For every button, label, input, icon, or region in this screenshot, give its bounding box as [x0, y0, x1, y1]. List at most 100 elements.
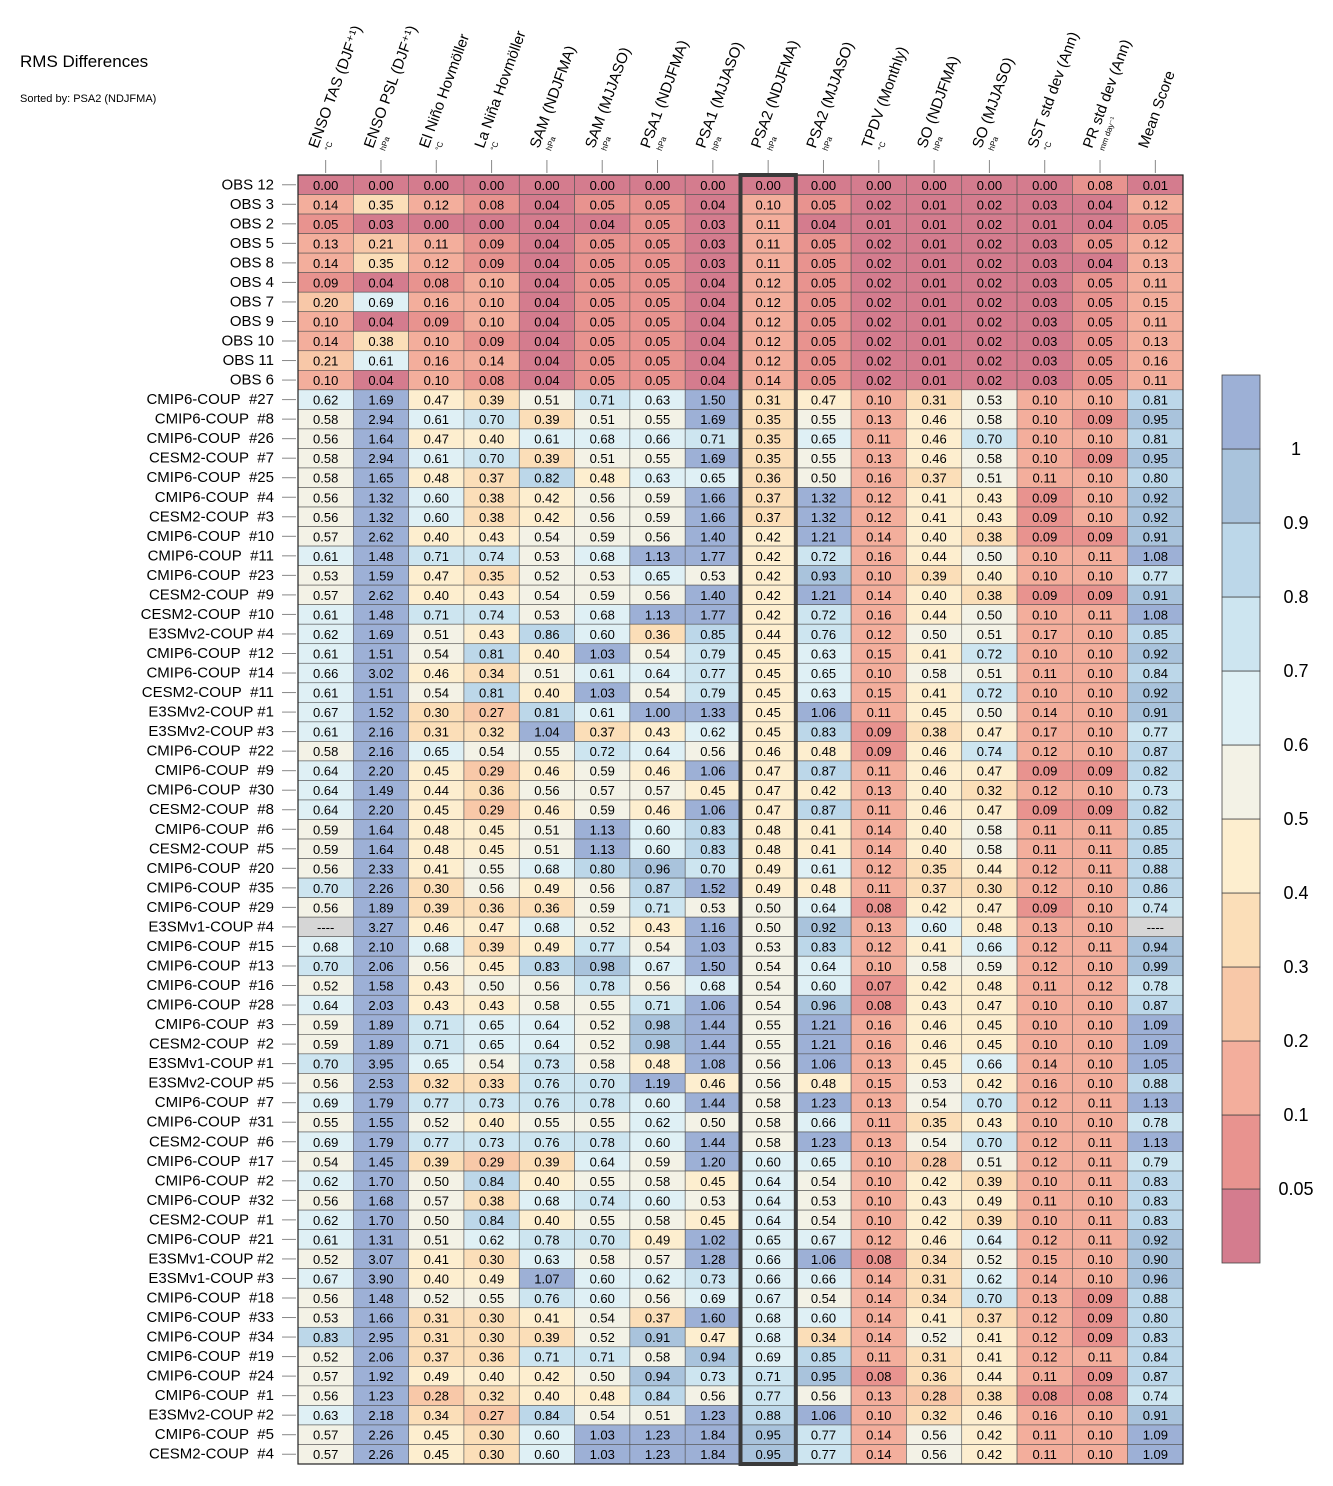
cell-value: 1.69: [368, 627, 393, 642]
cell-value: 0.53: [700, 1193, 725, 1208]
cell-value: 0.76: [534, 1135, 559, 1150]
cell-value: 0.38: [479, 1193, 504, 1208]
cell-value: 0.60: [424, 490, 449, 505]
cell-value: 1.65: [368, 471, 393, 486]
cell-value: 0.71: [590, 393, 615, 408]
cell-value: 0.37: [645, 1311, 670, 1326]
cell-value: 0.12: [866, 627, 891, 642]
cell-value: 0.17: [1032, 725, 1057, 740]
cell-value: 1.55: [368, 1115, 393, 1130]
cell-value: 0.52: [590, 1018, 615, 1033]
cell-value: 0.50: [590, 1369, 615, 1384]
colorbar-bin: [1221, 596, 1261, 672]
cell-value: 0.55: [590, 1213, 615, 1228]
cell-value: 0.45: [700, 783, 725, 798]
cell-value: 0.52: [313, 1252, 338, 1267]
cell-value: 0.67: [313, 705, 338, 720]
cell-value: 0.09: [479, 236, 504, 251]
cell-value: 0.04: [534, 334, 559, 349]
cell-value: 0.11: [1088, 1174, 1112, 1189]
cell-value: 0.58: [534, 998, 559, 1013]
row-label: CMIP6-COUP #2: [155, 1172, 274, 1189]
cell-value: 0.35: [756, 451, 781, 466]
cell-value: 0.10: [1087, 490, 1112, 505]
cell-value: 0.41: [977, 1330, 1002, 1345]
cell-value: 0.55: [645, 451, 670, 466]
cell-value: 0.70: [977, 432, 1002, 447]
cell-value: 0.09: [1087, 1369, 1112, 1384]
cell-value: 0.67: [811, 1232, 836, 1247]
cell-value: 1.23: [645, 1447, 670, 1462]
row-label: CESM2-COUP #7: [149, 450, 274, 467]
cell-value: 0.04: [534, 373, 559, 388]
cell-value: 0.64: [313, 764, 338, 779]
cell-value: 0.29: [479, 803, 504, 818]
cell-value: 0.46: [921, 432, 946, 447]
cell-value: 0.10: [1032, 1018, 1057, 1033]
cell-value: 0.05: [811, 236, 836, 251]
cell-value: 0.10: [313, 314, 338, 329]
cell-value: 0.56: [590, 881, 615, 896]
cell-value: 0.30: [977, 881, 1002, 896]
cell-value: 0.61: [590, 666, 615, 681]
cell-value: 0.81: [1143, 393, 1168, 408]
row-label: CESM2-COUP #10: [141, 606, 274, 623]
cell-value: 0.31: [424, 1311, 449, 1326]
cell-value: 0.08: [866, 1369, 891, 1384]
cell-value: 0.11: [1033, 842, 1057, 857]
cell-value: 0.05: [645, 197, 670, 212]
cell-value: 0.70: [590, 1076, 615, 1091]
cell-value: 0.77: [1143, 568, 1168, 583]
cell-value: 0.11: [1088, 1154, 1112, 1169]
cell-value: 1.13: [645, 549, 670, 564]
cell-value: 0.48: [977, 979, 1002, 994]
cell-value: 0.41: [811, 842, 836, 857]
cell-value: 0.11: [1033, 666, 1057, 681]
cell-value: 1.66: [700, 510, 725, 525]
cell-value: 2.26: [368, 1447, 393, 1462]
cell-value: 0.05: [1087, 354, 1112, 369]
row-label: CMIP6-COUP #7: [155, 1094, 274, 1111]
cell-value: 0.05: [645, 373, 670, 388]
cell-value: 0.54: [811, 1213, 836, 1228]
cell-value: 0.61: [534, 432, 559, 447]
cell-value: 0.45: [756, 646, 781, 661]
cell-value: 0.65: [811, 1154, 836, 1169]
cell-value: 0.71: [645, 900, 670, 915]
colorbar-bin: [1221, 1188, 1261, 1264]
cell-value: 0.57: [645, 1252, 670, 1267]
cell-value: 0.03: [700, 256, 725, 271]
cell-value: 0.10: [1087, 920, 1112, 935]
cell-value: 0.05: [590, 373, 615, 388]
cell-value: 1.32: [811, 510, 836, 525]
cell-value: 0.01: [921, 236, 946, 251]
row-label: CMIP6-COUP #8: [155, 411, 274, 428]
cell-value: 0.48: [590, 1389, 615, 1404]
cell-value: 0.59: [313, 1037, 338, 1052]
cell-value: 0.14: [1032, 705, 1057, 720]
cell-value: 0.77: [811, 1428, 836, 1443]
cell-value: 0.66: [811, 1271, 836, 1286]
cell-value: 2.06: [368, 959, 393, 974]
cell-value: 0.13: [866, 412, 891, 427]
row-labels: OBS 12 OBS 3 OBS 2 OBS 5 OBS 8 OBS 4 OBS 7 OBS …: [141, 176, 296, 1463]
row-label: CESM2-COUP #9: [149, 586, 274, 603]
cell-value: 0.33: [479, 1076, 504, 1091]
column-header: TPDV (Monthly)°C: [859, 44, 911, 152]
colorbar-tick-label: 0.3: [1283, 957, 1308, 977]
row-label: OBS 7: [230, 293, 274, 310]
cell-value: 1.60: [700, 1311, 725, 1326]
cell-value: 0.11: [867, 764, 891, 779]
cell-value: 0.04: [368, 373, 393, 388]
cell-value: 0.09: [1032, 764, 1057, 779]
cell-value: 0.04: [700, 373, 725, 388]
cell-value: 0.72: [811, 549, 836, 564]
cell-value: 0.92: [811, 920, 836, 935]
colorbar-bin: [1221, 818, 1261, 894]
colorbar-bin: [1221, 522, 1261, 598]
cell-value: 0.47: [756, 764, 781, 779]
cell-value: 0.00: [700, 178, 725, 193]
cell-value: 0.49: [645, 1232, 670, 1247]
cell-value: 0.94: [1143, 939, 1168, 954]
cell-value: 0.58: [921, 959, 946, 974]
